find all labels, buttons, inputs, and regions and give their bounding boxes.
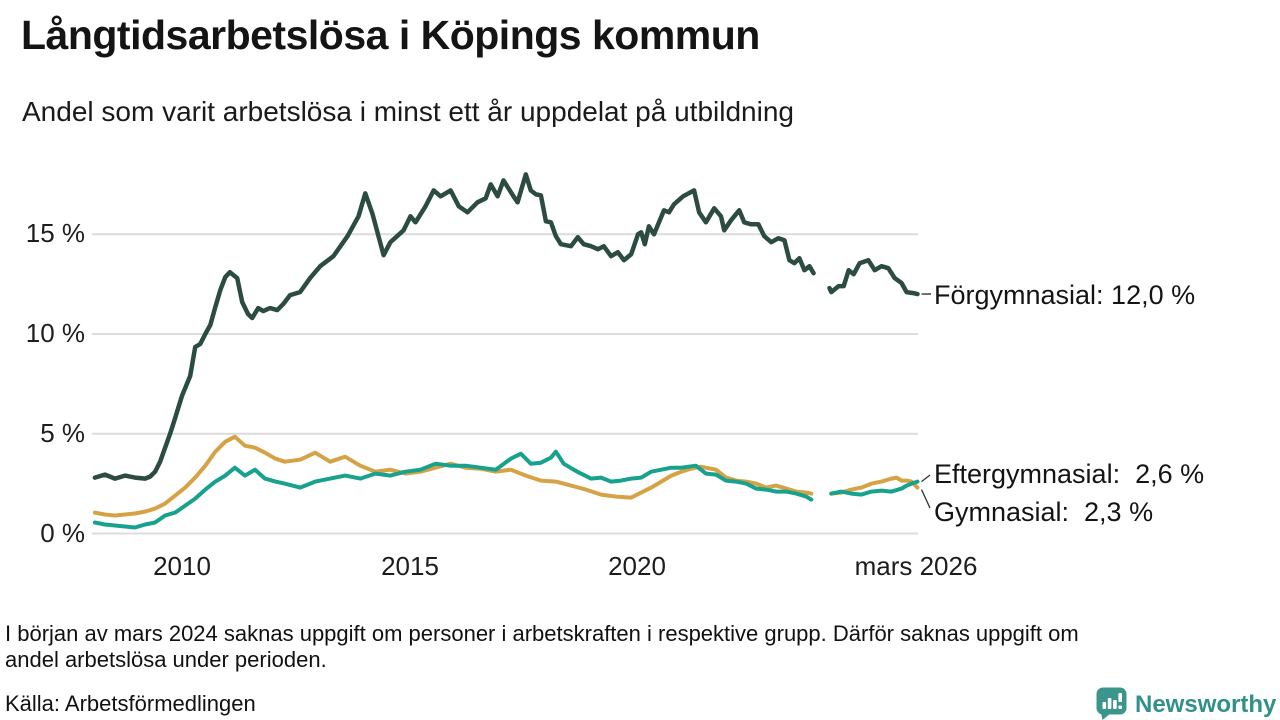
- y-tick-5: 5 %: [40, 418, 85, 448]
- series-end-label-gymnasial: Gymnasial: 2,3 %: [934, 497, 1154, 527]
- series-line-eftergymnasial: [92, 449, 814, 530]
- series-line-gymnasial: [829, 475, 920, 496]
- x-tick-2010: 2010: [153, 551, 211, 581]
- y-tick-0: 0 %: [40, 518, 85, 548]
- footnote-line2: andel arbetslösa under perioden.: [5, 647, 327, 672]
- label-connector-gymnasial: [920, 489, 931, 509]
- series-line-förgymnasial: [827, 257, 920, 297]
- label-connector-eftergymnasial: [921, 474, 931, 483]
- y-tick-15: 15 %: [25, 218, 85, 248]
- footnote-line1: I början av mars 2024 saknas uppgift om …: [5, 621, 1079, 646]
- series-line-gymnasial: [92, 434, 814, 518]
- newsworthy-logo-icon: [1096, 687, 1127, 720]
- series-line-förgymnasial: [92, 172, 816, 481]
- source-caption: Källa: Arbetsförmedlingen: [5, 691, 256, 716]
- page-title: Långtidsarbetslösa i Köpings kommun: [21, 12, 760, 58]
- series-line-eftergymnasial: [829, 479, 920, 497]
- footnote: I början av mars 2024 saknas uppgift om …: [5, 621, 1267, 673]
- x-tick-2020: 2020: [608, 551, 666, 581]
- x-tick-mars-2026: mars 2026: [854, 551, 978, 581]
- series-end-label-eftergymnasial: Eftergymnasial: 2,6 %: [934, 459, 1205, 489]
- chart-subtitle: Andel som varit arbetslösa i minst ett å…: [22, 96, 794, 127]
- x-tick-2015: 2015: [381, 551, 439, 581]
- newsworthy-logo-text: Newsworthy: [1135, 691, 1277, 718]
- series-end-label-forgymnasial: Förgymnasial: 12,0 %: [934, 280, 1196, 310]
- y-tick-10: 10 %: [25, 318, 85, 348]
